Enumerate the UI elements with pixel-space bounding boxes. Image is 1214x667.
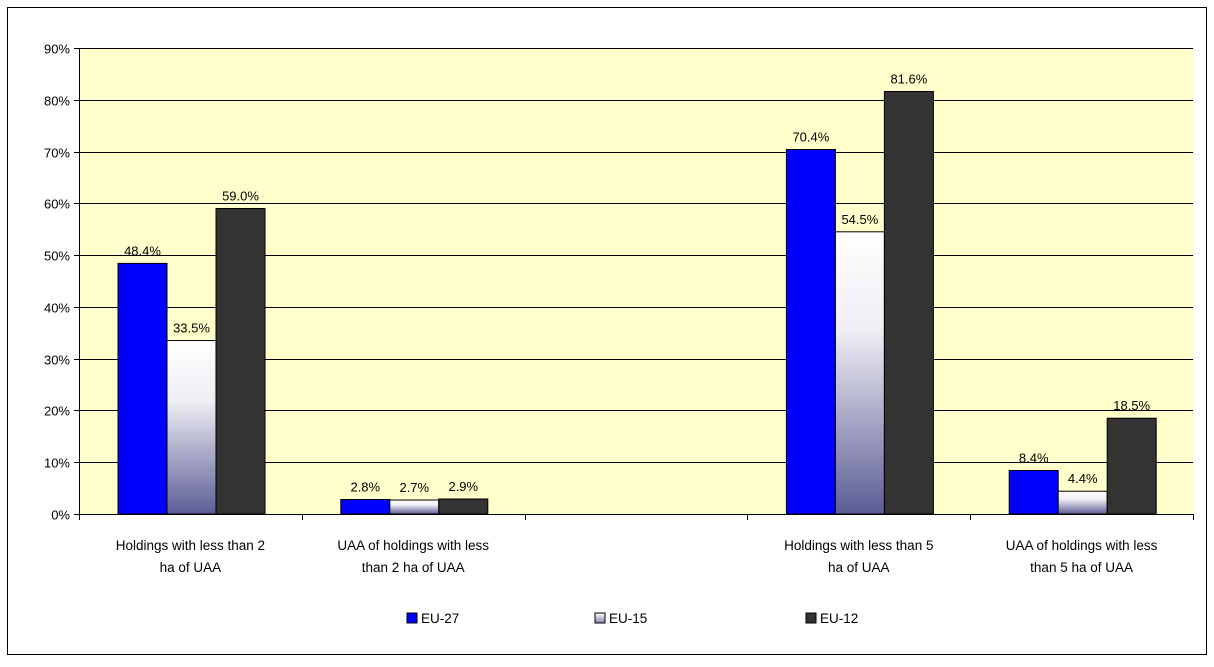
data-label: 8.4% — [1019, 451, 1049, 466]
y-tick-label: 20% — [44, 404, 70, 419]
data-labels: 48.4% 2.8% 70.4% 8.4% 33.5% 2.7% 54.5% 4.4% 59.0… — [124, 71, 1151, 495]
data-label: 2.9% — [448, 479, 478, 494]
y-tick-label: 10% — [44, 456, 70, 471]
data-label: 59.0% — [222, 189, 259, 204]
bar-eu-27 — [340, 499, 391, 515]
bar-eu-15 — [1057, 490, 1108, 515]
data-label: 2.7% — [399, 480, 429, 495]
bar-eu-27 — [785, 148, 836, 515]
y-tick-label: 80% — [44, 94, 70, 109]
bar-eu-12 — [1106, 417, 1157, 515]
y-tick-label: 50% — [44, 249, 70, 264]
legend-swatch — [406, 612, 418, 624]
data-label: 48.4% — [124, 243, 161, 258]
bar-eu-15 — [389, 499, 440, 515]
x-category-label: than 5 ha of UAA — [1030, 560, 1133, 575]
bar-eu-12 — [438, 498, 489, 515]
y-tick-label: 70% — [44, 146, 70, 161]
bars — [117, 90, 1157, 515]
bar-eu-27 — [1008, 470, 1059, 515]
data-label: 18.5% — [1113, 398, 1150, 413]
y-tick-label: 90% — [44, 42, 70, 57]
bar-eu-15 — [166, 340, 217, 515]
bar-eu-27 — [117, 262, 168, 515]
x-category-label: ha of UAA — [160, 560, 222, 575]
data-label: 54.5% — [841, 212, 878, 227]
legend-label: EU-15 — [609, 611, 647, 626]
y-tick-label: 60% — [44, 197, 70, 212]
data-label: 4.4% — [1068, 471, 1098, 486]
x-category-label: ha of UAA — [828, 560, 890, 575]
x-category-label: UAA of holdings with less — [337, 538, 489, 553]
legend-label: EU-12 — [820, 611, 858, 626]
x-category-label: Holdings with less than 2 — [116, 538, 265, 553]
x-category-label: Holdings with less than 5 — [784, 538, 933, 553]
data-label: 33.5% — [173, 321, 210, 336]
y-tick-label: 40% — [44, 301, 70, 316]
bar-eu-12 — [883, 90, 934, 515]
bar-eu-15 — [834, 231, 885, 515]
x-category-label: than 2 ha of UAA — [362, 560, 465, 575]
bar-eu-12 — [215, 208, 266, 515]
y-tick-label: 30% — [44, 353, 70, 368]
x-category-label: UAA of holdings with less — [1006, 538, 1158, 553]
legend: EU-27 EU-15 EU-12 — [406, 611, 858, 626]
data-label: 81.6% — [890, 71, 927, 86]
data-label: 2.8% — [350, 480, 380, 495]
y-tick-label: 0% — [51, 508, 70, 523]
data-label: 70.4% — [792, 129, 829, 144]
legend-swatch — [594, 612, 606, 624]
legend-label: EU-27 — [421, 611, 459, 626]
legend-swatch — [805, 612, 817, 624]
axes: 0% 10% 20% 30% 40% 50% 60% 70% 80% 90% Holdings wi… — [44, 42, 1194, 575]
